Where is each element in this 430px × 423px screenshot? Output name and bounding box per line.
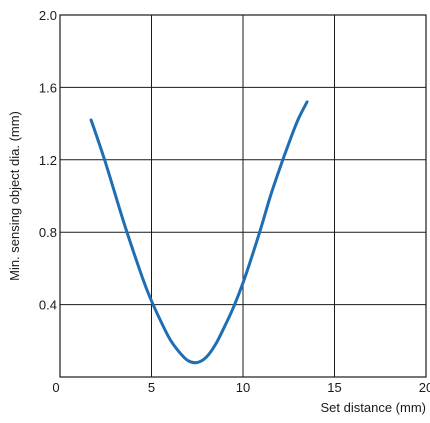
grid [60,15,426,377]
plot-frame [59,14,427,378]
x-tick-label: 0 [52,380,59,395]
y-tick-label: 2.0 [39,8,57,23]
y-axis-title: Min. sensing object dia. (mm) [7,111,22,281]
x-tick-label: 20 [419,380,430,395]
x-axis-title: Set distance (mm) [321,400,426,415]
y-tick-label: 0.8 [39,225,57,240]
x-tick-label: 10 [236,380,250,395]
y-tick-label: 1.6 [39,80,57,95]
tick-labels: 0 5 10 15 20 0.4 0.8 1.2 1.6 2.0 [39,8,430,395]
y-tick-label: 0.4 [39,298,57,313]
x-tick-label: 15 [327,380,341,395]
series-layer [89,100,309,365]
series-line [89,100,309,365]
y-tick-label: 1.2 [39,153,57,168]
x-tick-label: 5 [148,380,155,395]
